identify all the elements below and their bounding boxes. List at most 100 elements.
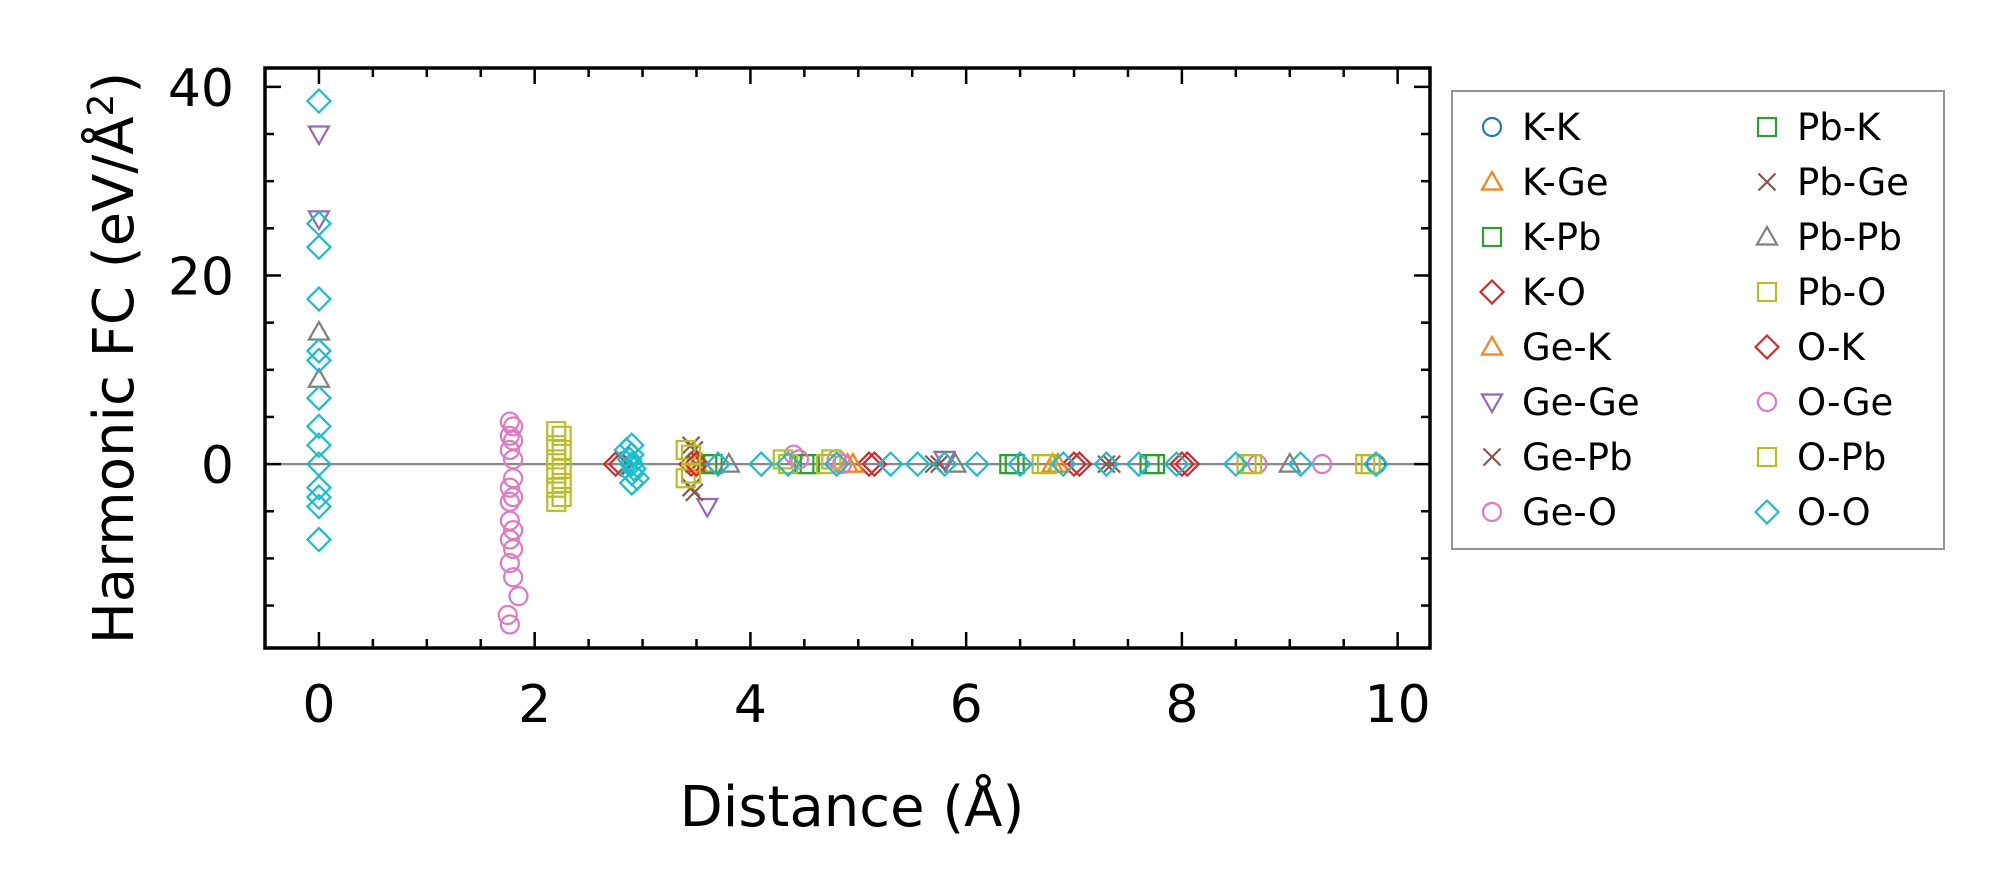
data-point (503, 567, 524, 588)
legend-item: O-K (1753, 326, 1867, 369)
data-point (551, 425, 572, 446)
data-point (856, 451, 883, 478)
data-point (832, 453, 853, 475)
data-point (305, 337, 332, 364)
data-point (499, 553, 520, 574)
x-axis-title: Distance (Å) (680, 774, 1025, 840)
legend-marker (1478, 278, 1506, 306)
data-point (675, 439, 696, 461)
data-point (499, 614, 520, 635)
data-point (1093, 451, 1120, 478)
data-point (821, 449, 842, 470)
data-point (499, 425, 520, 446)
data-point (788, 449, 810, 470)
y-axis-title-end: ) (82, 72, 147, 94)
legend-label: O-Ge (1797, 381, 1893, 424)
legend-marker (1756, 446, 1778, 468)
legend-marker (1481, 226, 1503, 248)
data-point (618, 441, 645, 468)
data-point (1125, 451, 1152, 478)
legend-item: K-Pb (1481, 216, 1602, 259)
x-tick-label: 2 (518, 675, 551, 735)
data-point (305, 493, 332, 520)
legend-item: Pb-Ge (1757, 161, 1909, 204)
plot-layer: 0 2 4 6 8 10 0 20 40 (168, 59, 1432, 735)
data-point (748, 451, 775, 478)
data-point (551, 487, 572, 508)
series-pb-o (546, 420, 1376, 512)
legend-label: Pb-K (1797, 106, 1882, 149)
data-point (1363, 451, 1390, 478)
legend-label: K-O (1522, 271, 1586, 314)
legend-item: Ge-O (1481, 491, 1617, 534)
legend-label: Ge-O (1522, 491, 1617, 534)
x-tick-label: 10 (1365, 675, 1431, 735)
data-point (931, 451, 958, 478)
legend-marker (1480, 169, 1504, 191)
legend-item: Ge-Pb (1482, 436, 1633, 479)
data-point (499, 477, 520, 498)
y-axis-title: Harmonic FC (eV/Å2) (81, 72, 148, 645)
legend-item: K-Ge (1480, 161, 1609, 204)
y-tick-label: 40 (168, 59, 234, 119)
legend-label: Pb-O (1797, 271, 1886, 314)
legend-label: K-Ge (1522, 161, 1609, 204)
data-point (702, 453, 723, 475)
data-point (508, 586, 529, 607)
data-point (1163, 451, 1190, 478)
data-point (305, 484, 332, 511)
data-point (618, 469, 645, 497)
legend-label: Ge-Pb (1522, 436, 1633, 479)
data-point (1050, 451, 1077, 478)
series-pb-pb (307, 319, 1302, 473)
legend-marker (1756, 116, 1778, 138)
legend-item: K-K (1481, 106, 1582, 149)
y-axis-title-main: Harmonic FC (eV/Å (81, 116, 147, 644)
data-point (1060, 451, 1088, 478)
data-point (1174, 451, 1201, 478)
data-point (503, 487, 524, 508)
plot-frame (263, 66, 1432, 650)
data-point (904, 451, 931, 478)
legend-label: O-K (1797, 326, 1867, 369)
legend-marker (1753, 498, 1781, 526)
data-point (1287, 451, 1314, 478)
legend-marker (1755, 224, 1779, 246)
legend-label: O-Pb (1797, 436, 1886, 479)
data-point (305, 474, 332, 501)
data-point (680, 463, 702, 484)
data-point (963, 451, 991, 478)
legend-marker (1756, 281, 1778, 303)
legend-item: Pb-Pb (1755, 216, 1902, 259)
data-point (877, 451, 904, 478)
legend-marker (1481, 116, 1503, 138)
x-tick-label: 4 (734, 675, 767, 735)
series-o-pb (551, 425, 1381, 508)
legend-marker (1481, 501, 1503, 523)
data-point (499, 529, 520, 550)
legend-item: O-Pb (1756, 436, 1886, 479)
data-point (305, 87, 332, 115)
data-point (551, 458, 572, 479)
legend-item: O-O (1753, 491, 1871, 534)
legend-item: K-O (1478, 271, 1586, 314)
data-point (683, 451, 710, 478)
data-point (695, 497, 720, 519)
legend-marker (1757, 172, 1777, 192)
series-ge-o (497, 411, 1333, 626)
data-point (503, 538, 524, 560)
legend: K-K K-Ge K-Pb K-O Ge-K Ge-Ge Ge-Pb Ge-O Pb-K Pb-G… (1451, 90, 1945, 550)
data-point (305, 234, 332, 261)
legend-marker (1480, 334, 1504, 356)
data-point (675, 468, 696, 489)
data-point (1360, 453, 1381, 475)
legend-item: Ge-K (1480, 326, 1613, 369)
y-tick-label: 20 (168, 247, 234, 307)
legend-marker (1753, 333, 1781, 361)
data-point (1277, 451, 1302, 473)
data-point (775, 451, 802, 478)
data-point (613, 436, 640, 464)
legend-item: Pb-O (1756, 271, 1886, 314)
legend-label: Ge-Ge (1522, 381, 1640, 424)
